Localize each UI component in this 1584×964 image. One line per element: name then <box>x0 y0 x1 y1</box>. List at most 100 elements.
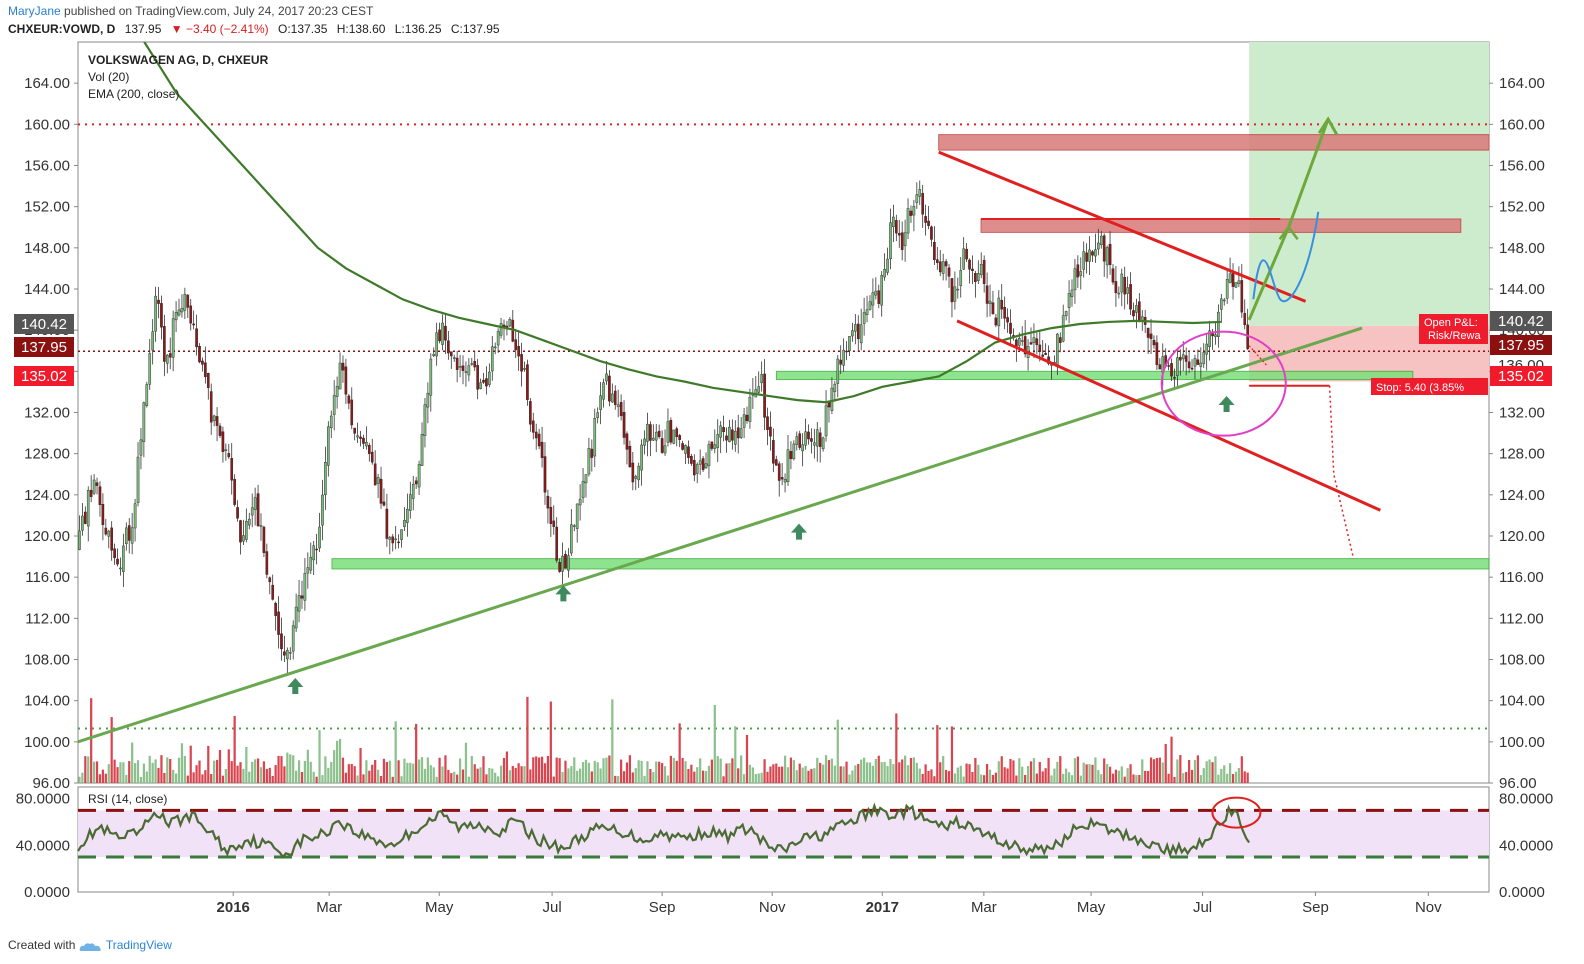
volume-bar <box>517 763 520 783</box>
candle-body <box>262 526 266 553</box>
candle-body <box>842 349 845 366</box>
volume-bar <box>362 774 365 783</box>
volume-bar <box>716 756 719 783</box>
candle-body <box>414 480 418 485</box>
candle-body <box>435 332 438 357</box>
volume-bar <box>1135 775 1138 783</box>
candle-body <box>637 465 640 481</box>
candle-body <box>602 382 605 400</box>
candle-body <box>1038 344 1042 352</box>
volume-bar <box>508 770 511 783</box>
volume-bar <box>394 721 397 783</box>
tradingview-brand[interactable]: TradingView <box>105 938 172 952</box>
volume-bar <box>309 761 312 783</box>
volume-bar <box>429 765 432 783</box>
candle-body <box>432 353 436 356</box>
y-tick-label-right: 124.00 <box>1499 487 1545 504</box>
volume-bar <box>807 770 810 783</box>
volume-bar <box>497 776 500 783</box>
candle-body <box>247 518 251 526</box>
volume-bar <box>502 757 506 783</box>
volume-bar <box>681 757 684 783</box>
publish-info: MaryJane published on TradingView.com, J… <box>8 4 373 18</box>
volume-bar <box>865 762 869 783</box>
candle-body <box>245 521 248 540</box>
volume-bar <box>400 776 403 783</box>
candle-body <box>1088 249 1091 262</box>
candle-body <box>1009 322 1012 334</box>
volume-bar <box>936 725 939 783</box>
candle-body <box>1061 315 1065 342</box>
volume-bar <box>432 767 435 783</box>
downside-dotted-path <box>1328 385 1355 559</box>
volume-bar <box>962 776 965 783</box>
volume-bar <box>265 768 268 783</box>
candle-body <box>1076 264 1080 278</box>
volume-bar <box>555 757 558 783</box>
candle-body <box>195 328 198 348</box>
candle-body <box>605 373 608 382</box>
candle-body <box>745 414 749 422</box>
volume-bar <box>444 755 447 783</box>
volume-bar <box>239 762 242 783</box>
volume-bar <box>991 774 995 783</box>
candle-body <box>587 448 591 475</box>
candle-body <box>652 437 655 441</box>
current-price-left: 140.42 <box>21 316 67 333</box>
volume-bar <box>1185 771 1188 783</box>
candle-body <box>933 241 936 260</box>
candle-body <box>441 322 444 345</box>
candle-body <box>221 431 225 452</box>
pnl-label: Open P&L: <box>1424 317 1478 329</box>
candle-body <box>379 478 383 504</box>
support-zone-mid <box>775 370 1414 381</box>
volume-bar <box>254 759 257 783</box>
candle-body <box>818 432 822 447</box>
close-price-tag-left <box>14 337 74 357</box>
volume-bar <box>177 757 181 783</box>
volume-bar <box>748 764 752 783</box>
candle-body <box>824 405 828 437</box>
candle-body <box>250 507 254 516</box>
candle-body <box>616 404 620 407</box>
volume-bar <box>318 730 321 783</box>
candle-body <box>1114 281 1118 293</box>
volume-bar <box>728 763 731 783</box>
candle-body <box>84 511 87 524</box>
volume-bar <box>435 776 438 783</box>
author-link[interactable]: MaryJane <box>8 4 61 18</box>
candle-body <box>631 462 635 483</box>
volume-bar <box>658 761 661 783</box>
volume-bar <box>760 772 763 783</box>
volume-bar <box>1059 756 1062 783</box>
volume-bar <box>944 769 948 783</box>
volume-bar <box>593 760 596 783</box>
candle-body <box>687 446 690 458</box>
candle-body <box>813 442 816 446</box>
candle-body <box>646 423 649 442</box>
candle-body <box>168 353 172 358</box>
candle-body <box>177 309 181 316</box>
volume-bar <box>1029 761 1033 783</box>
green-trendline <box>77 326 1363 744</box>
volume-bar <box>87 756 90 783</box>
candle-body <box>95 482 99 486</box>
y-tick-label-right: 96.00 <box>1499 775 1537 792</box>
candle-body <box>206 373 210 388</box>
volume-bar <box>816 757 819 783</box>
candle-body <box>845 350 848 353</box>
candle-body <box>107 530 111 537</box>
candle-body <box>256 493 260 527</box>
symbol-name[interactable]: CHXEUR:VOWD, D <box>8 22 116 36</box>
candle-body <box>1003 306 1006 319</box>
candle-body <box>318 526 321 549</box>
volume-bar <box>529 769 532 783</box>
support-price-tag-right <box>1490 366 1552 386</box>
volume-bar <box>731 758 734 783</box>
volume-bar <box>300 772 304 783</box>
volume-bar <box>289 754 292 783</box>
candle-body <box>713 444 717 449</box>
candle-body <box>953 286 957 302</box>
volume-bar <box>1193 759 1197 783</box>
